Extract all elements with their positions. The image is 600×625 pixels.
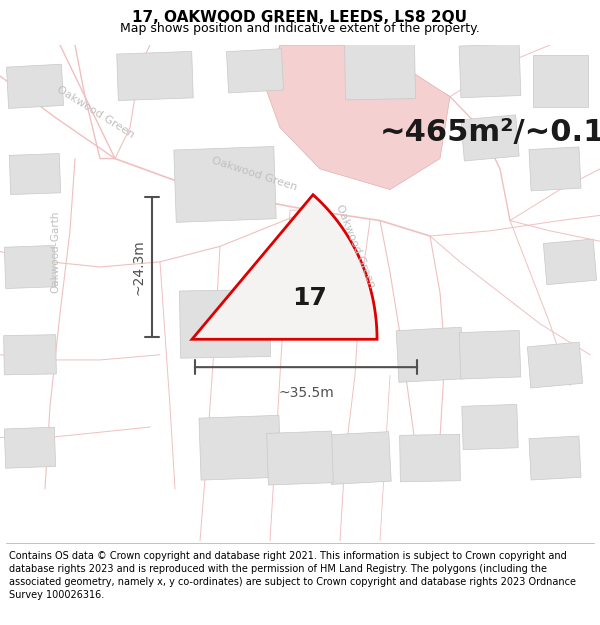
Polygon shape bbox=[529, 147, 581, 191]
Polygon shape bbox=[10, 154, 61, 194]
Polygon shape bbox=[117, 51, 193, 101]
Text: ~35.5m: ~35.5m bbox=[278, 386, 334, 400]
Polygon shape bbox=[459, 44, 521, 98]
Polygon shape bbox=[4, 246, 56, 289]
Text: 17: 17 bbox=[293, 286, 328, 310]
Polygon shape bbox=[4, 428, 56, 468]
Polygon shape bbox=[329, 432, 391, 484]
Polygon shape bbox=[199, 415, 281, 480]
Polygon shape bbox=[527, 342, 583, 388]
Polygon shape bbox=[344, 42, 415, 100]
Text: Contains OS data © Crown copyright and database right 2021. This information is : Contains OS data © Crown copyright and d… bbox=[9, 551, 576, 601]
Polygon shape bbox=[265, 45, 450, 189]
Polygon shape bbox=[529, 436, 581, 480]
Text: Oakwood Green: Oakwood Green bbox=[334, 203, 376, 289]
Text: Oakwood Green: Oakwood Green bbox=[55, 84, 136, 140]
Polygon shape bbox=[462, 404, 518, 450]
Polygon shape bbox=[533, 56, 587, 107]
Text: ~24.3m: ~24.3m bbox=[131, 239, 145, 295]
Text: Oakwood Green: Oakwood Green bbox=[210, 156, 298, 192]
Text: 17, OAKWOOD GREEN, LEEDS, LS8 2QU: 17, OAKWOOD GREEN, LEEDS, LS8 2QU bbox=[133, 10, 467, 25]
Polygon shape bbox=[266, 431, 334, 485]
Polygon shape bbox=[226, 49, 284, 93]
Polygon shape bbox=[544, 239, 596, 284]
Polygon shape bbox=[7, 64, 64, 108]
Polygon shape bbox=[400, 434, 460, 482]
Text: Map shows position and indicative extent of the property.: Map shows position and indicative extent… bbox=[120, 22, 480, 35]
Text: ~465m²/~0.115ac.: ~465m²/~0.115ac. bbox=[380, 118, 600, 148]
Text: Oakwood-Garth: Oakwood-Garth bbox=[50, 211, 60, 292]
Polygon shape bbox=[179, 289, 271, 358]
Polygon shape bbox=[461, 115, 519, 161]
Polygon shape bbox=[396, 328, 464, 382]
Polygon shape bbox=[459, 331, 521, 379]
Polygon shape bbox=[174, 146, 276, 222]
Polygon shape bbox=[4, 334, 56, 375]
Polygon shape bbox=[192, 195, 377, 339]
